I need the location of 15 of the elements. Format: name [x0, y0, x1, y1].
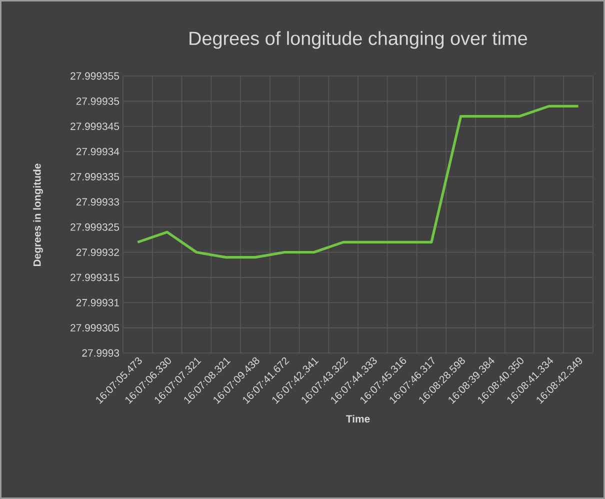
y-tick-label: 27.999325 — [70, 223, 120, 231]
y-tick-label: 27.999335 — [70, 173, 120, 180]
y-tick-label: 27.99932 — [76, 248, 119, 256]
y-tick-label: 27.99933 — [76, 198, 120, 206]
x-axis-title: Time — [346, 414, 370, 423]
y-tick-label: 27.999305 — [70, 324, 120, 332]
y-tick-label: 27.99934 — [76, 148, 120, 156]
y-axis-title: Degrees in longitude — [33, 164, 43, 266]
y-tick-label: 27.999345 — [70, 122, 120, 130]
y-tick-label: 27.99931 — [76, 298, 119, 306]
y-tick-label: 27.999355 — [70, 72, 120, 80]
y-tick-label: 27.999315 — [70, 274, 120, 282]
y-tick-label: 27.9993 — [82, 349, 120, 357]
chart-title: Degrees of longitude changing over time — [190, 31, 528, 49]
y-tick-label: 27.99935 — [76, 97, 120, 105]
